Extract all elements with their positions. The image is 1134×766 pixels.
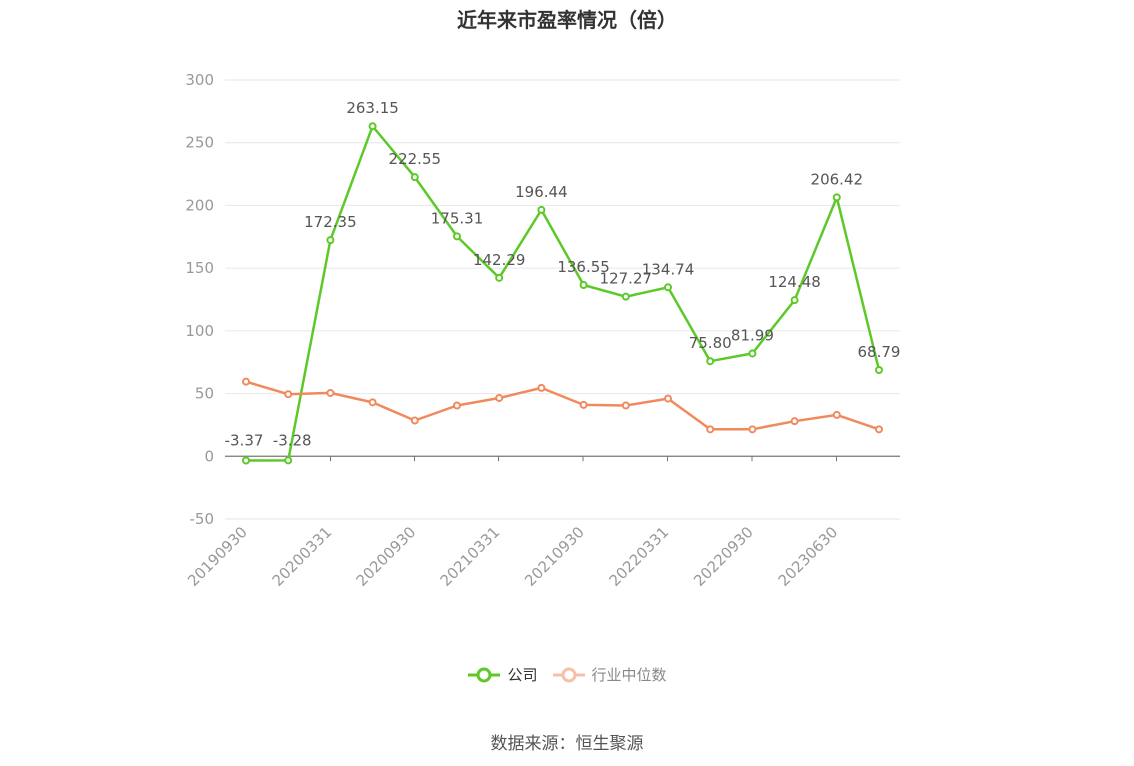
industry-point (832, 410, 841, 419)
industry-point (284, 390, 293, 399)
legend-industry-label: 行业中位数 (591, 666, 667, 684)
data-label: 263.15 (346, 99, 399, 117)
company-point (579, 281, 588, 290)
data-label: 142.29 (473, 251, 526, 269)
industry-point (453, 401, 461, 410)
legend-company-swatch-icon (468, 667, 501, 682)
legend-item-industry[interactable]: 行业中位数 (552, 664, 667, 685)
x-tick-label: 20230630 (775, 523, 842, 590)
company-point (875, 366, 883, 375)
company-point (368, 122, 377, 131)
company-point (410, 173, 419, 182)
y-tick-label: 250 (185, 134, 214, 152)
data-label: 172.35 (304, 213, 357, 231)
legend: 公司 行业中位数 (0, 664, 1134, 685)
data-label: 134.74 (642, 260, 695, 278)
company-point (621, 292, 630, 301)
x-tick-label: 20200930 (353, 523, 420, 590)
y-tick-label: 0 (204, 447, 214, 465)
y-tick-label: 50 (195, 385, 214, 403)
industry-point (242, 377, 250, 386)
data-label: 75.80 (689, 334, 732, 352)
company-point (748, 349, 757, 358)
y-tick-label: 300 (185, 71, 214, 89)
series-lines (242, 122, 883, 465)
data-label: 127.27 (600, 270, 653, 288)
x-tick-label: 20200331 (269, 523, 336, 590)
data-label: 68.79 (858, 343, 901, 361)
y-tick-label: 200 (185, 196, 214, 214)
industry-point (579, 400, 588, 409)
chart-title: 近年来市盈率情况（倍） (457, 8, 677, 32)
company-point (664, 283, 672, 292)
company-point (242, 456, 250, 465)
y-tick-label: 100 (185, 322, 214, 340)
company-point (790, 296, 799, 305)
data-label: 222.55 (389, 150, 442, 168)
x-tick-label: 20190930 (184, 523, 251, 590)
data-label: 124.48 (768, 273, 821, 291)
industry-point (537, 383, 546, 392)
company-point (495, 273, 504, 282)
y-tick-label: -50 (190, 510, 215, 528)
grid-lines (225, 79, 900, 520)
data-label: 196.44 (515, 183, 568, 201)
industry-point (368, 398, 377, 407)
x-tick-label: 20220930 (690, 523, 757, 590)
company-point (537, 205, 546, 214)
company-point (453, 232, 461, 241)
industry-point (706, 425, 715, 434)
x-tick-label: 20210930 (521, 523, 588, 590)
industry-point (875, 425, 883, 434)
company-point (284, 456, 293, 465)
industry-point (790, 417, 799, 426)
legend-company-label: 公司 (507, 666, 538, 684)
company-point (832, 193, 841, 202)
company-point (706, 357, 715, 366)
x-tick-label: 20220331 (606, 523, 673, 590)
industry-line (245, 380, 880, 431)
source-note: 数据来源：恒生聚源 (490, 734, 644, 754)
industry-point (621, 401, 630, 410)
legend-industry-swatch-icon (552, 667, 585, 682)
data-label: 206.42 (811, 170, 864, 188)
x-tick-label: 20210331 (437, 523, 504, 590)
industry-point (326, 388, 335, 397)
industry-point (410, 416, 419, 425)
data-label: -3.28 (273, 431, 312, 449)
data-label: 81.99 (731, 326, 774, 344)
data-label: -3.37 (225, 432, 264, 450)
legend-item-company[interactable]: 公司 (467, 664, 538, 685)
company-line (245, 124, 881, 462)
y-tick-label: 150 (185, 259, 214, 277)
industry-point (664, 394, 672, 403)
industry-point (748, 425, 757, 434)
data-label: 175.31 (431, 209, 484, 227)
industry-point (495, 393, 504, 402)
data-label: 136.55 (557, 258, 610, 276)
data-labels: -3.37 -3.28 172.35 263.15 222.55 175.31 142.29… (225, 99, 901, 449)
company-point (326, 236, 335, 245)
